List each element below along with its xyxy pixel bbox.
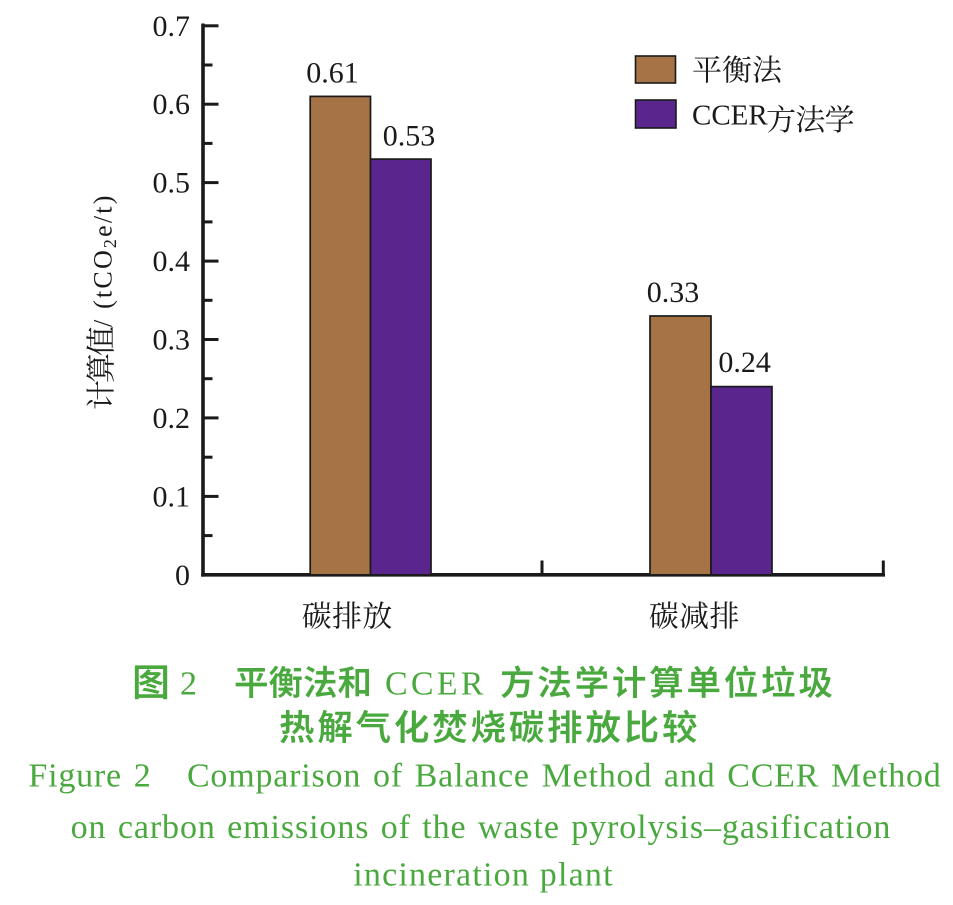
svg-text:0.3: 0.3	[153, 324, 191, 357]
svg-text:0.2: 0.2	[153, 402, 191, 435]
svg-text:incineration plant: incineration plant	[353, 857, 613, 894]
svg-text:0.6: 0.6	[153, 88, 191, 121]
svg-text:0.33: 0.33	[647, 276, 700, 309]
svg-text:CCER: CCER	[385, 666, 487, 703]
svg-text:0.61: 0.61	[306, 57, 359, 90]
svg-text:0.53: 0.53	[383, 119, 436, 152]
svg-text:0.24: 0.24	[718, 346, 771, 379]
svg-text:0: 0	[175, 559, 190, 592]
svg-text:on carbon emissions of the was: on carbon emissions of the waste pyrolys…	[71, 809, 892, 846]
svg-text:0.4: 0.4	[153, 245, 191, 278]
svg-text:0.7: 0.7	[153, 10, 191, 43]
svg-text:0.5: 0.5	[153, 167, 191, 200]
svg-text:0.1: 0.1	[153, 480, 191, 513]
svg-text:/ (tCO2e/t): / (tCO2e/t)	[89, 193, 121, 327]
svg-text:Figure 2 Comparison of Balan: Figure 2 Comparison of Balance Method an…	[28, 758, 941, 795]
svg-text:CCER: CCER	[692, 99, 768, 131]
svg-text:2: 2	[180, 666, 197, 703]
